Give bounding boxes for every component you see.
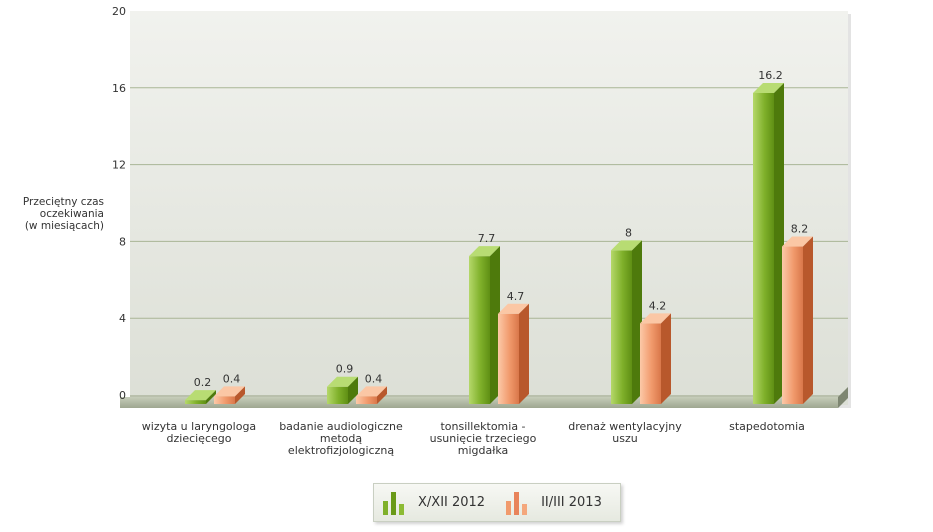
bar-side	[519, 303, 529, 404]
data-label: 7.7	[478, 232, 496, 245]
data-label: 0.4	[223, 372, 241, 385]
bar-top	[753, 82, 784, 93]
bar-front	[753, 92, 774, 405]
bar-front	[640, 323, 661, 404]
data-labels: 0.2 0.9 7.7 8 16.2 0.4 0.4 4.7 4.2 8.2	[194, 69, 809, 389]
bar-top	[356, 386, 387, 397]
data-label: 4.2	[649, 299, 667, 312]
y-tick-label: 8	[119, 235, 126, 248]
x-tick-label: drenaż wentylacyjny uszu	[568, 420, 682, 445]
bar[interactable]	[356, 386, 387, 404]
y-axis-label: Przeciętny czas oczekiwania (w miesiącach)	[23, 196, 104, 232]
x-tick-label: wizyta u laryngologa dziecięcego	[142, 420, 256, 445]
y-tick-label: 12	[112, 159, 126, 172]
data-label: 8	[625, 226, 632, 239]
bar-side	[661, 313, 671, 404]
bar-side	[803, 236, 813, 404]
y-axis: 0 4 8 12 16 20	[112, 5, 126, 402]
bar[interactable]	[498, 303, 529, 404]
x-tick-label: tonsillektomia -usunięcie trzeciego migda…	[430, 420, 537, 457]
bar-side	[206, 390, 216, 404]
bar-side	[632, 240, 642, 404]
floor-side	[838, 387, 848, 408]
bar-side	[348, 376, 358, 404]
data-label: 4.7	[507, 290, 525, 303]
bar-front	[498, 313, 519, 404]
bar-side	[774, 82, 784, 405]
bar-front	[327, 386, 348, 404]
bar-top	[782, 236, 813, 247]
legend-label-series-1: X/XII 2012	[418, 495, 486, 510]
y-tick-label: 20	[112, 5, 126, 18]
bar[interactable]	[753, 82, 784, 405]
bar-top	[611, 240, 642, 251]
bar[interactable]	[185, 390, 216, 404]
bar-top	[185, 390, 216, 401]
bar-front	[611, 250, 632, 404]
x-tick-label: badanie audiologiczne metodą elektrofizjol…	[279, 420, 403, 457]
orange-bars-icon	[506, 491, 528, 515]
data-label: 0.4	[365, 372, 383, 385]
bar[interactable]	[782, 236, 813, 404]
bar[interactable]	[327, 376, 358, 404]
x-axis: wizyta u laryngologa dziecięcego badanie a…	[142, 420, 805, 457]
legend-item-series-2[interactable]: II/III 2013	[505, 490, 602, 516]
bar-top	[214, 386, 245, 397]
bar-side	[490, 246, 500, 404]
bar[interactable]	[640, 313, 671, 404]
y-tick-label: 4	[119, 312, 126, 325]
bar-front	[214, 396, 235, 404]
legend-label-series-2: II/III 2013	[541, 495, 602, 510]
bar-front	[469, 256, 490, 404]
green-bars-icon	[383, 491, 404, 515]
bar-side	[235, 386, 245, 404]
data-label: 8.2	[791, 223, 809, 236]
bar-front	[185, 400, 206, 404]
bar[interactable]	[214, 386, 245, 404]
bar-front	[356, 396, 377, 404]
bar[interactable]	[611, 240, 642, 404]
bar-top	[640, 313, 671, 324]
bar-front	[782, 246, 803, 404]
data-label: 0.2	[194, 376, 212, 389]
data-label: 0.9	[336, 363, 354, 376]
data-label: 16.2	[758, 69, 783, 82]
y-tick-label: 16	[112, 82, 126, 95]
bars	[185, 82, 813, 405]
bar-top	[327, 376, 358, 387]
bar[interactable]	[469, 246, 500, 404]
x-tick-label: stapedotomia	[729, 420, 805, 433]
bar-top	[498, 303, 529, 314]
legend: X/XII 2012 II/III 2013	[373, 483, 621, 522]
bar-top	[469, 246, 500, 257]
y-tick-label: 0	[119, 389, 126, 402]
legend-item-series-1[interactable]: X/XII 2012	[382, 490, 485, 516]
bar-side	[377, 386, 387, 404]
